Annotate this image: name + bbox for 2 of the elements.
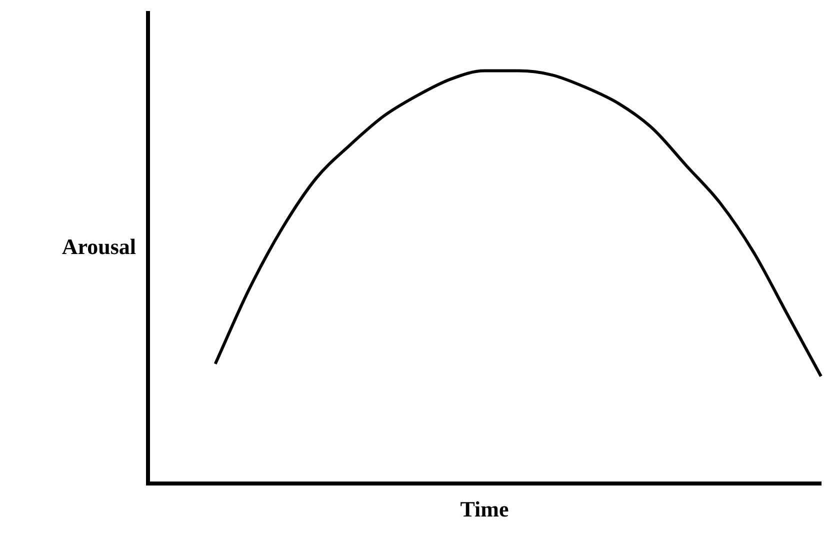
x-axis-title: Time [460,496,509,522]
y-axis-title: Arousal [62,234,136,259]
